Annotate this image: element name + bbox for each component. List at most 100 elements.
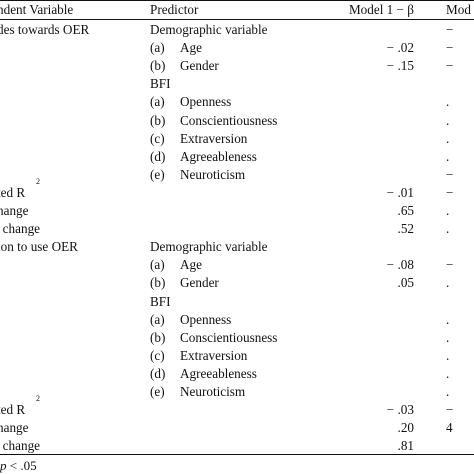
predictor-item-cell: Agreeableness [180,148,257,164]
predictor-letter-cell: (b) [150,275,166,291]
model-1-value-cell: .65 [397,203,414,218]
model-2-value-cell: . [446,275,450,291]
predictor-item-cell: Neuroticism [180,384,246,399]
predictor-letter-cell: (d) [150,365,166,381]
predictor-item-cell: Conscientiousness [180,329,278,345]
table-row: (c) Extraversion. [0,346,474,366]
model-2-value-cell: . [446,130,450,146]
table-row: (e) Neuroticism. [0,382,474,402]
predictor-letter-cell: (c) [150,130,165,146]
table-row: hange .20 4 [0,418,474,438]
predictor-letter-cell: (d) [150,148,166,164]
header-model-1: Model 1 − β [348,2,414,17]
predictor-item-cell: Conscientiousness [180,112,278,128]
table-row: ion to use OER Demographic variable [0,237,474,257]
table-row: BFI [0,74,474,94]
dependent-variable-cell: des towards OER [0,22,90,37]
predictor-item-cell: Age [180,257,202,273]
table-row: (a) Age − .08 − [0,255,474,275]
table-row: (b) Conscientiousness. [0,328,474,348]
dependent-variable-cell: hange [0,203,29,218]
table-row: (a) Openness. [0,92,474,112]
predictor-group-cell: BFI [150,293,171,309]
dependent-variable-cell: ted R [0,402,26,418]
table-bottom-rule [0,454,474,455]
table-row: (d) Agreeableness. [0,147,474,167]
table-row: ted R2− .01− [0,177,474,203]
predictor-item-cell: Extraversion [180,130,248,146]
header-dependent-variable: ndent Variable [0,2,74,17]
table-note: p < .05 [0,458,37,474]
table-row: des towards OER Demographic variable − [0,20,474,40]
predictor-letter-cell: (e) [150,166,165,182]
model-2-value-cell: . [446,311,450,327]
model-1-value-cell: .81 [397,438,414,454]
model-2-value-cell: . [446,148,450,164]
predictor-item-cell: Neuroticism [180,166,246,182]
model-2-value-cell: . [446,112,450,128]
predictor-item-cell: Gender [180,58,219,74]
table-row: hange .65. [0,201,474,221]
predictor-letter-cell: (b) [150,329,166,345]
note-text: < .05 [6,458,37,473]
table-top-rule [0,0,474,1]
model-2-value-cell: . [446,347,450,363]
dependent-variable-cell: ' change [0,221,41,237]
note-p-symbol: p [0,458,7,473]
model-2-value-cell: − [446,184,454,200]
model-1-value-cell: .52 [397,221,414,237]
model-2-value-cell: 4 [446,420,453,436]
model-2-value-cell: . [446,329,450,345]
table-row: (a) Openness. [0,310,474,330]
table-row: (e) Neuroticism − [0,165,474,185]
predictor-letter-cell: (a) [150,40,165,56]
predictor-group-cell: Demographic variable [150,239,268,255]
predictor-item-cell: Openness [180,311,232,327]
table-row: BFI [0,292,474,312]
header-predictor: Predictor [150,2,199,17]
table-row: (b) Conscientiousness. [0,111,474,131]
predictor-group-cell: Demographic variable [150,22,268,37]
predictor-item-cell: Gender [180,275,219,291]
model-1-value-cell: − .02 [386,40,414,56]
table-row: (b) Gender − .15 − [0,56,474,76]
predictor-letter-cell: (a) [150,94,165,110]
table-row: (c) Extraversion. [0,129,474,149]
predictor-letter-cell: (c) [150,347,165,363]
model-1-value-cell: − .15 [386,58,414,74]
model-1-value-cell: .05 [397,275,414,291]
model-1-value-cell: − .01 [386,184,414,200]
table-header-row: ndent Variable Predictor Model 1 − β Mod [0,0,474,20]
table-row: (d) Agreeableness. [0,364,474,384]
header-model-2: Mod [446,2,471,17]
table-row: (b) Gender .05. [0,273,474,293]
model-2-value-cell: − [446,40,454,56]
model-1-value-cell: − .08 [386,257,414,273]
model-2-value-cell: . [446,94,450,110]
predictor-group-cell: BFI [150,76,171,92]
dependent-variable-cell: ted R [0,184,26,200]
predictor-letter-cell: (a) [150,311,165,327]
predictor-item-cell: Openness [180,94,232,110]
model-2-value-cell: . [446,365,450,381]
model-2-value-cell: − [446,58,454,74]
table-row: ' change .81 [0,436,474,456]
predictor-item-cell: Extraversion [180,347,248,363]
table-row: ' change .52. [0,219,474,239]
model-2-value-cell: . [446,203,450,218]
dependent-variable-cell: ion to use OER [0,239,78,255]
table-header-rule [0,19,474,20]
predictor-item-cell: Age [180,40,202,56]
table-row: (a) Age − .02 − [0,38,474,58]
dependent-variable-cell: hange [0,420,29,436]
model-2-value-cell: − [446,257,454,273]
predictor-letter-cell: (e) [150,384,165,399]
model-2-value-cell: . [446,221,450,237]
dependent-variable-cell: ' change [0,438,41,454]
predictor-letter-cell: (b) [150,112,166,128]
predictor-letter-cell: (a) [150,257,165,273]
model-1-value-cell: .20 [397,420,414,436]
model-1-value-cell: − .03 [386,402,414,418]
model-2-value-cell: − [446,166,454,182]
model-2-value-cell: − [446,22,454,37]
